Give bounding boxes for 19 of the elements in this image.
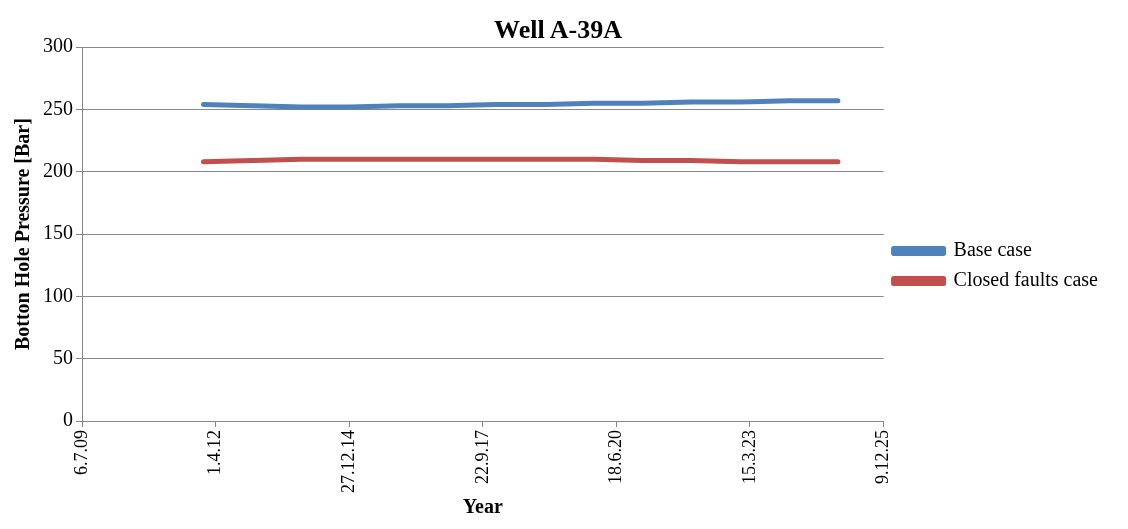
chart-title: Well A-39A bbox=[494, 15, 623, 45]
y-tick-label: 0 bbox=[63, 408, 73, 431]
x-tick-label: 6.7.09 bbox=[70, 430, 91, 475]
x-tick-label: 1.4.12 bbox=[204, 430, 225, 475]
x-tick-label: 27.12.14 bbox=[337, 430, 358, 493]
x-tick-label: 15.3.23 bbox=[738, 430, 759, 484]
legend-label: Closed faults case bbox=[953, 268, 1099, 291]
x-axis-title: Year bbox=[462, 495, 503, 518]
y-tick-label: 150 bbox=[43, 221, 73, 244]
y-tick-label: 200 bbox=[43, 159, 73, 182]
y-tick-label: 50 bbox=[53, 345, 73, 368]
y-axis-title: Botton Hole Pressure [Bar] bbox=[11, 118, 34, 351]
x-tick-label: 18.6.20 bbox=[605, 430, 626, 484]
x-tick-label: 9.12.25 bbox=[872, 430, 893, 484]
y-tick-label: 300 bbox=[43, 34, 73, 57]
x-tick-label: 22.9.17 bbox=[471, 430, 492, 484]
y-tick-label: 100 bbox=[43, 283, 73, 306]
legend-label: Base case bbox=[953, 238, 1033, 261]
y-tick-label: 250 bbox=[43, 96, 73, 119]
